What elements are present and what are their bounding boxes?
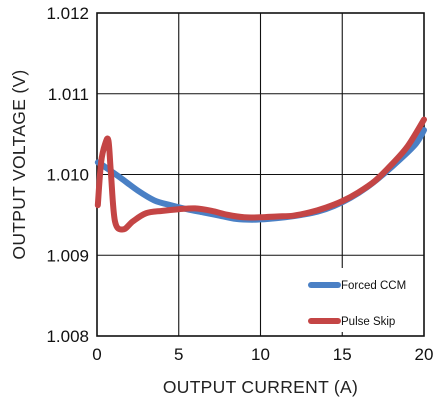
- y-tick-label: 1.011: [48, 85, 89, 104]
- y-axis-title: OUTPUT VOLTAGE (V): [9, 69, 29, 259]
- x-axis-title: OUTPUT CURRENT (A): [163, 377, 358, 397]
- y-tick-label: 1.008: [46, 327, 89, 346]
- series-lines: [94, 116, 427, 233]
- grid: [97, 13, 424, 336]
- y-tick-label: 1.010: [46, 166, 89, 185]
- legend: Forced CCM Pulse Skip: [305, 268, 415, 332]
- legend-label-forced-ccm: Forced CCM: [341, 280, 406, 292]
- y-tick-label: 1.009: [46, 246, 89, 265]
- tick-labels: 0 5 10 15 20 1.008 1.009 1.010 1.011 1.012: [46, 4, 433, 364]
- x-tick-label: 20: [415, 345, 433, 364]
- x-tick-label: 5: [174, 345, 183, 364]
- legend-label-pulse-skip: Pulse Skip: [341, 316, 395, 328]
- x-tick-label: 15: [333, 345, 352, 364]
- x-tick-label: 10: [251, 345, 270, 364]
- y-tick-label: 1.012: [46, 4, 89, 23]
- x-tick-label: 0: [92, 345, 101, 364]
- series-line-pulse-skip: [94, 116, 427, 233]
